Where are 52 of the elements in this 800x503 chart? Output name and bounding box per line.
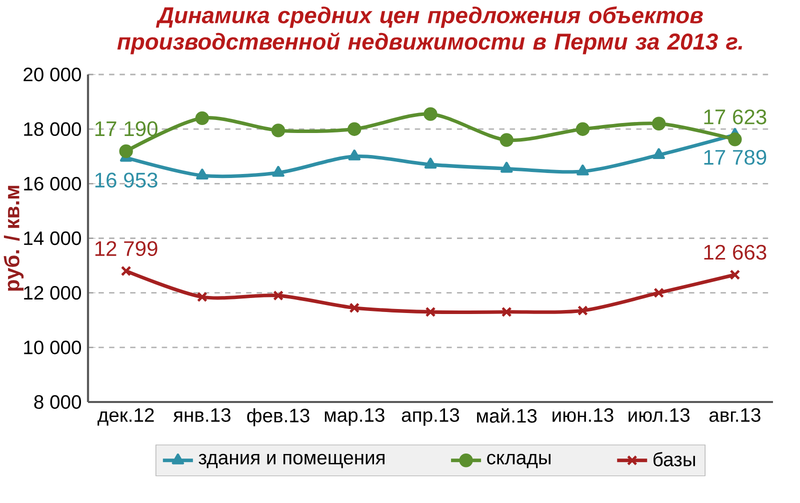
point	[119, 144, 133, 158]
data-label: 17 789	[704, 150, 766, 165]
point	[500, 133, 514, 147]
point	[348, 122, 362, 136]
point	[425, 306, 436, 318]
x-tick-label: май.13	[477, 408, 537, 423]
data-label: 12 799	[95, 241, 158, 256]
point	[196, 292, 208, 302]
x-tick-label: дек.12	[98, 408, 154, 426]
point	[500, 162, 513, 173]
point	[195, 111, 210, 126]
point	[271, 124, 286, 138]
y-tick-label: 18 000	[24, 122, 81, 136]
y-tick-label: 14 000	[24, 231, 81, 246]
point	[424, 107, 438, 121]
y-tick-label: 20 000	[24, 68, 81, 82]
point	[272, 166, 284, 177]
point	[654, 288, 664, 298]
x-tick-label: фев.13	[247, 408, 310, 426]
point	[424, 158, 437, 169]
point	[120, 266, 132, 276]
data-label: 17 623	[704, 109, 766, 124]
x-tick-label: июл.13	[628, 408, 690, 422]
legend-label: склады	[487, 454, 550, 468]
point	[728, 132, 742, 146]
y-tick-label: 10 000	[24, 340, 81, 354]
point	[273, 290, 284, 301]
point	[501, 306, 512, 318]
point	[196, 168, 208, 180]
point	[730, 270, 740, 280]
data-label: 12 663	[704, 244, 766, 260]
x-tick-label: апр.13	[402, 408, 460, 426]
x-tick-label: мар.13	[324, 408, 384, 426]
y-tick-label: 16 000	[24, 176, 81, 191]
legend-label: базы	[654, 452, 695, 466]
y-axis-title: руб. / кв.м	[4, 186, 24, 291]
data-label: 16 953	[95, 172, 158, 188]
x-tick-label: янв.13	[173, 408, 230, 422]
y-tick-label: 8 000	[34, 395, 81, 409]
point	[578, 305, 588, 316]
point	[349, 302, 360, 314]
point	[348, 150, 360, 160]
y-tick-label: 12 000	[24, 286, 81, 300]
point	[576, 122, 590, 136]
point	[652, 148, 665, 160]
chart-title: Динамика средних цен предложения объектов производственной недвижимости в Перми за 2013 г.	[117, 6, 742, 54]
data-label: 17 190	[95, 121, 158, 136]
point	[576, 164, 589, 176]
x-tick-label: авг.13	[709, 408, 760, 422]
legend-label: здания и помещения	[198, 454, 384, 468]
x-tick-label: июн.13	[552, 408, 614, 422]
point	[652, 116, 666, 130]
